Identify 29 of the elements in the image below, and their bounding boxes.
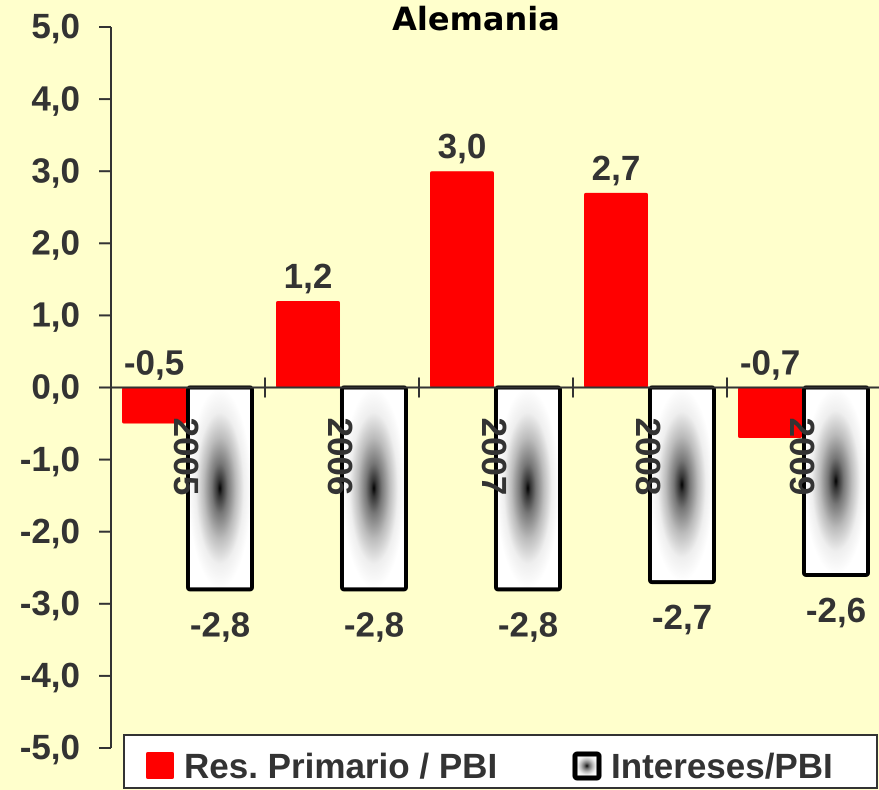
y-tick-label: 5,0: [31, 7, 80, 46]
x-tick-label: 2006: [320, 418, 360, 496]
x-tick-label: 2008: [628, 418, 668, 496]
y-tick-label: 2,0: [31, 224, 80, 262]
legend-label: Res. Primario / PBI: [184, 747, 498, 786]
x-tick-label: 2005: [166, 418, 206, 496]
y-tick-label: 0,0: [31, 368, 80, 407]
data-label: -2,8: [190, 605, 250, 644]
data-label: 3,0: [438, 127, 486, 166]
x-tick-label: 2007: [474, 418, 514, 496]
data-label: -2,8: [498, 605, 558, 644]
data-label: -2,7: [652, 598, 712, 638]
y-tick-label: -2,0: [20, 512, 80, 551]
data-label: -0,5: [124, 344, 184, 382]
data-label: 2,7: [592, 148, 640, 188]
y-tick-label: 4,0: [31, 79, 80, 118]
y-tick-label: -3,0: [20, 584, 80, 623]
data-label: -0,7: [740, 344, 800, 382]
data-label: -2,6: [806, 590, 866, 630]
data-label: 1,2: [284, 256, 332, 296]
y-tick-label: -4,0: [20, 656, 80, 696]
y-tick-label: -5,0: [20, 728, 80, 768]
data-label: -2,8: [344, 605, 404, 644]
y-tick-label: 1,0: [31, 296, 80, 335]
y-tick-label: -1,0: [20, 440, 80, 479]
chart-title: Alemania: [392, 0, 560, 38]
legend-label: Intereses/PBI: [611, 747, 833, 786]
y-tick-label: 3,0: [31, 151, 80, 190]
x-tick-label: 2009: [782, 418, 822, 496]
